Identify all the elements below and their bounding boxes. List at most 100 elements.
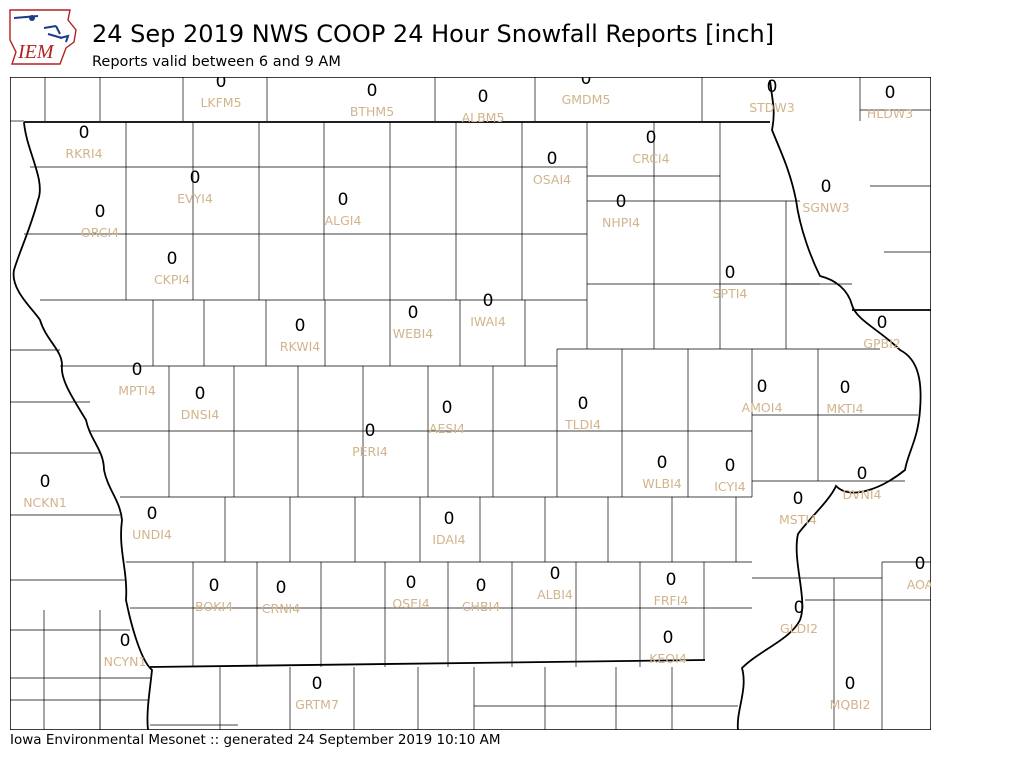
station-id-label: MSTI4 bbox=[779, 512, 817, 527]
station-value: 0 bbox=[767, 77, 778, 97]
station-value: 0 bbox=[95, 202, 106, 222]
station-value: 0 bbox=[209, 576, 220, 596]
station-id-label: MKTI4 bbox=[826, 401, 863, 416]
station-id-label: AESI4 bbox=[429, 421, 465, 436]
station-id-label: PERI4 bbox=[352, 444, 388, 459]
station-value: 0 bbox=[312, 674, 323, 694]
station-value: 0 bbox=[547, 149, 558, 169]
station-evyi4: 0 EVYI4 bbox=[177, 168, 213, 206]
station-value: 0 bbox=[857, 464, 868, 484]
station-value: 0 bbox=[646, 128, 657, 148]
station-osai4: 0 OSAI4 bbox=[533, 149, 571, 187]
station-id-label: AOA bbox=[907, 577, 931, 592]
station-id-label: HLDW3 bbox=[867, 106, 913, 121]
station-id-label: GMDM5 bbox=[562, 92, 611, 107]
station-value: 0 bbox=[406, 573, 417, 593]
station-id-label: CKPI4 bbox=[154, 272, 190, 287]
map-subtitle: Reports valid between 6 and 9 AM bbox=[92, 54, 341, 70]
station-dnsi4: 0 DNSI4 bbox=[181, 384, 220, 422]
station-value: 0 bbox=[167, 249, 178, 269]
station-value: 0 bbox=[408, 303, 419, 323]
map-title: 24 Sep 2019 NWS COOP 24 Hour Snowfall Re… bbox=[92, 20, 775, 48]
station-value: 0 bbox=[877, 313, 888, 333]
station-id-label: ALGI4 bbox=[325, 213, 362, 228]
station-dvni4: 0 DVNI4 bbox=[843, 464, 882, 502]
station-id-label: DVNI4 bbox=[843, 487, 882, 502]
station-spti4: 0 SPTI4 bbox=[713, 263, 748, 301]
station-boki4: 0 BOKI4 bbox=[195, 576, 233, 614]
station-keoi4: 0 KEOI4 bbox=[649, 628, 687, 666]
station-value: 0 bbox=[657, 453, 668, 473]
station-id-label: ICYI4 bbox=[714, 479, 746, 494]
station-nhpi4: 0 NHPI4 bbox=[602, 192, 640, 230]
station-id-label: UNDI4 bbox=[132, 527, 172, 542]
station-id-label: MQBI2 bbox=[830, 697, 871, 712]
station-value: 0 bbox=[338, 190, 349, 210]
station-id-label: ALBM5 bbox=[462, 110, 505, 125]
station-value: 0 bbox=[845, 674, 856, 694]
station-value: 0 bbox=[483, 291, 494, 311]
station-id-label: LKFM5 bbox=[200, 95, 241, 110]
station-plots: 0 LKFM5 0 BTHM5 0 ALBM5 0 GMDM5 0 STDW3 0 HLDW3 0 RKR… bbox=[23, 77, 931, 712]
station-id-label: CRNI4 bbox=[262, 601, 300, 616]
station-rkwi4: 0 RKWI4 bbox=[280, 316, 320, 354]
station-id-label: BOKI4 bbox=[195, 599, 233, 614]
station-value: 0 bbox=[276, 578, 287, 598]
state-boundaries bbox=[12, 79, 931, 730]
station-value: 0 bbox=[190, 168, 201, 188]
station-value: 0 bbox=[757, 377, 768, 397]
station-grtm7: 0 GRTM7 bbox=[295, 674, 339, 712]
station-aoa: 0 AOA bbox=[907, 554, 931, 592]
station-id-label: SGNW3 bbox=[802, 200, 849, 215]
station-hldw3: 0 HLDW3 bbox=[867, 83, 913, 121]
station-wlbi4: 0 WLBI4 bbox=[642, 453, 682, 491]
station-value: 0 bbox=[365, 421, 376, 441]
station-sgnw3: 0 SGNW3 bbox=[802, 177, 849, 215]
station-id-label: RKWI4 bbox=[280, 339, 320, 354]
station-frfi4: 0 FRFI4 bbox=[654, 570, 689, 608]
station-id-label: DNSI4 bbox=[181, 407, 220, 422]
station-crni4: 0 CRNI4 bbox=[262, 578, 300, 616]
station-id-label: CHBI4 bbox=[462, 599, 500, 614]
station-value: 0 bbox=[132, 360, 143, 380]
station-webi4: 0 WEBI4 bbox=[393, 303, 434, 341]
station-chbi4: 0 CHBI4 bbox=[462, 576, 500, 614]
station-id-label: ORCI4 bbox=[81, 225, 119, 240]
station-id-label: NCKN1 bbox=[23, 495, 67, 510]
station-value: 0 bbox=[581, 77, 592, 89]
station-value: 0 bbox=[120, 631, 131, 651]
station-tldi4: 0 TLDI4 bbox=[564, 394, 601, 432]
station-id-label: CRCI4 bbox=[632, 151, 669, 166]
station-value: 0 bbox=[367, 81, 378, 101]
station-value: 0 bbox=[794, 598, 805, 618]
station-idai4: 0 IDAI4 bbox=[432, 509, 465, 547]
station-icyi4: 0 ICYI4 bbox=[714, 456, 746, 494]
station-gmdm5: 0 GMDM5 bbox=[562, 77, 611, 107]
logo-text: IEM bbox=[17, 41, 55, 63]
station-id-label: STDW3 bbox=[749, 100, 795, 115]
station-value: 0 bbox=[147, 504, 158, 524]
station-peri4: 0 PERI4 bbox=[352, 421, 388, 459]
station-algi4: 0 ALGI4 bbox=[325, 190, 362, 228]
station-mkti4: 0 MKTI4 bbox=[826, 378, 863, 416]
station-id-label: GLDI2 bbox=[780, 621, 818, 636]
station-value: 0 bbox=[444, 509, 455, 529]
station-value: 0 bbox=[578, 394, 589, 414]
station-value: 0 bbox=[725, 263, 736, 283]
station-value: 0 bbox=[663, 628, 674, 648]
station-ckpi4: 0 CKPI4 bbox=[154, 249, 190, 287]
station-albm5: 0 ALBM5 bbox=[462, 87, 505, 125]
station-value: 0 bbox=[885, 83, 896, 103]
station-id-label: IDAI4 bbox=[432, 532, 465, 547]
station-orci4: 0 ORCI4 bbox=[81, 202, 119, 240]
station-id-label: IWAI4 bbox=[470, 314, 506, 329]
station-bthm5: 0 BTHM5 bbox=[350, 81, 394, 119]
station-lkfm5: 0 LKFM5 bbox=[200, 77, 241, 110]
station-id-label: BTHM5 bbox=[350, 104, 394, 119]
station-id-label: NCYN1 bbox=[104, 654, 147, 669]
station-id-label: EVYI4 bbox=[177, 191, 213, 206]
station-id-label: OSEI4 bbox=[392, 596, 429, 611]
station-mpti4: 0 MPTI4 bbox=[118, 360, 156, 398]
station-id-label: TLDI4 bbox=[564, 417, 601, 432]
footer-credit: Iowa Environmental Mesonet :: generated … bbox=[10, 732, 501, 748]
